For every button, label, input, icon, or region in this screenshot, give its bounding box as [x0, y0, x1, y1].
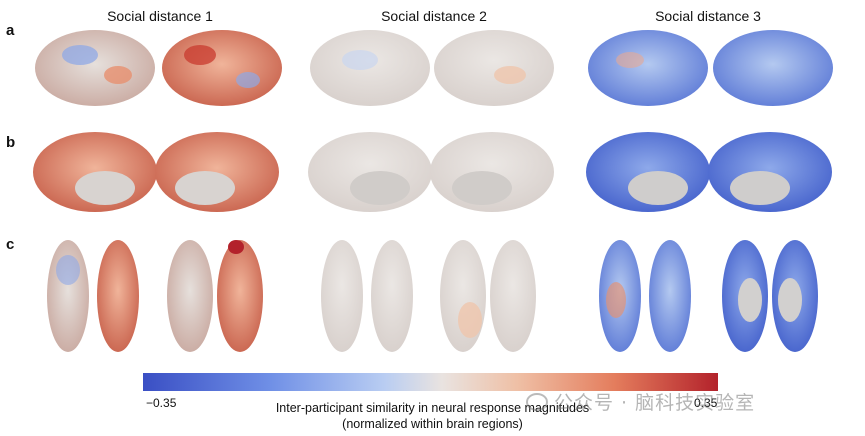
brain-c2-c: [440, 240, 486, 352]
brain-c2-d: [490, 240, 536, 352]
brain-c1-b: [97, 240, 139, 352]
brain-a1-right: [162, 30, 282, 106]
colorbar-title: Inter-participant similarity in neural r…: [200, 400, 665, 432]
colorbar: [143, 373, 718, 391]
wechat-icon: [526, 393, 548, 411]
colorbar-max-label: 0.35: [694, 396, 718, 410]
row-label-c: c: [6, 236, 15, 253]
row-label-b: b: [6, 134, 16, 151]
row-a-brains: [35, 30, 833, 106]
brain-c1-d: [217, 240, 263, 352]
watermark-text: 公众号 · 脑科技实验室: [554, 392, 756, 414]
brain-a3-left: [588, 30, 708, 106]
brain-a1-left: [35, 30, 155, 106]
brain-a3-right: [713, 30, 833, 106]
row-b-brains: [33, 132, 832, 212]
brain-c3-b: [649, 240, 691, 352]
colorbar-min-label: −0.35: [146, 396, 177, 410]
watermark: 公众号 · 脑科技实验室: [526, 388, 755, 415]
row-c-brains: [47, 240, 818, 352]
colorbar-title-line1: Inter-participant similarity in neural r…: [275, 401, 590, 415]
column-title-2: Social distance 2: [381, 8, 487, 24]
brain-figure: [33, 30, 833, 352]
colorbar-title-line2: (normalized within brain regions): [342, 417, 523, 431]
column-title-3: Social distance 3: [655, 8, 761, 24]
brain-c2-a: [321, 240, 363, 352]
brain-c1-c: [167, 240, 213, 352]
row-label-a: a: [6, 22, 15, 39]
brain-a2-right: [434, 30, 554, 106]
column-title-1: Social distance 1: [107, 8, 213, 24]
brain-c2-b: [371, 240, 413, 352]
